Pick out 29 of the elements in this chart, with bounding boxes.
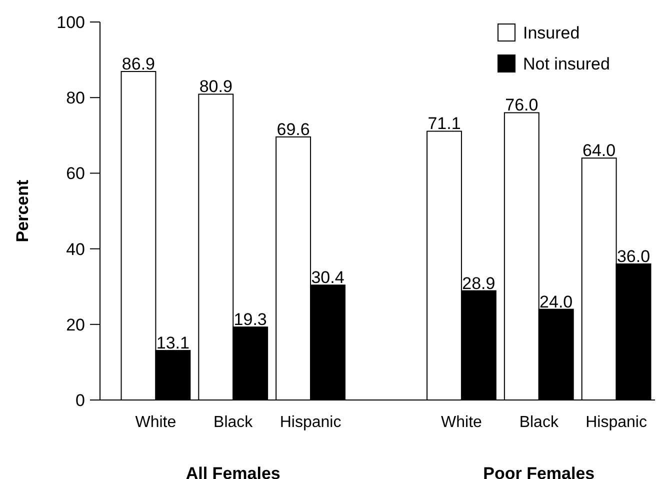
legend-label: Not insured xyxy=(523,54,610,74)
x-tick-label: Black xyxy=(214,414,254,431)
data-label: 24.0 xyxy=(540,292,573,312)
y-tick-label: 100 xyxy=(56,12,85,32)
y-tick-label: 40 xyxy=(66,240,85,259)
y-tick-label: 80 xyxy=(66,88,85,108)
data-label: 69.6 xyxy=(276,120,310,139)
data-label: 36.0 xyxy=(616,246,650,266)
x-tick-label: Hispanic xyxy=(280,414,342,431)
y-axis-title: Percent xyxy=(12,179,32,242)
data-label: 30.4 xyxy=(311,268,344,288)
text: Poor Females xyxy=(483,464,595,479)
data-label: 28.9 xyxy=(462,274,496,293)
data-label: 19.3 xyxy=(234,310,267,330)
y-tick-label: 20 xyxy=(66,315,85,334)
y-tick-label: 0 xyxy=(76,390,85,410)
data-label: 64.0 xyxy=(582,141,616,160)
legend-label: Insured xyxy=(523,23,580,42)
y-tick-label: 60 xyxy=(66,164,85,184)
text: All Females xyxy=(186,464,280,479)
data-label: 71.1 xyxy=(428,114,461,134)
x-tick-label: White xyxy=(441,414,482,431)
x-tick-label: White xyxy=(135,414,176,431)
data-label: 13.1 xyxy=(156,333,190,352)
x-tick-label: Hispanic xyxy=(586,414,647,431)
data-label: 86.9 xyxy=(122,54,156,74)
data-label: 80.9 xyxy=(199,77,232,96)
data-label: 76.0 xyxy=(505,96,538,115)
x-tick-label: Black xyxy=(519,414,560,431)
